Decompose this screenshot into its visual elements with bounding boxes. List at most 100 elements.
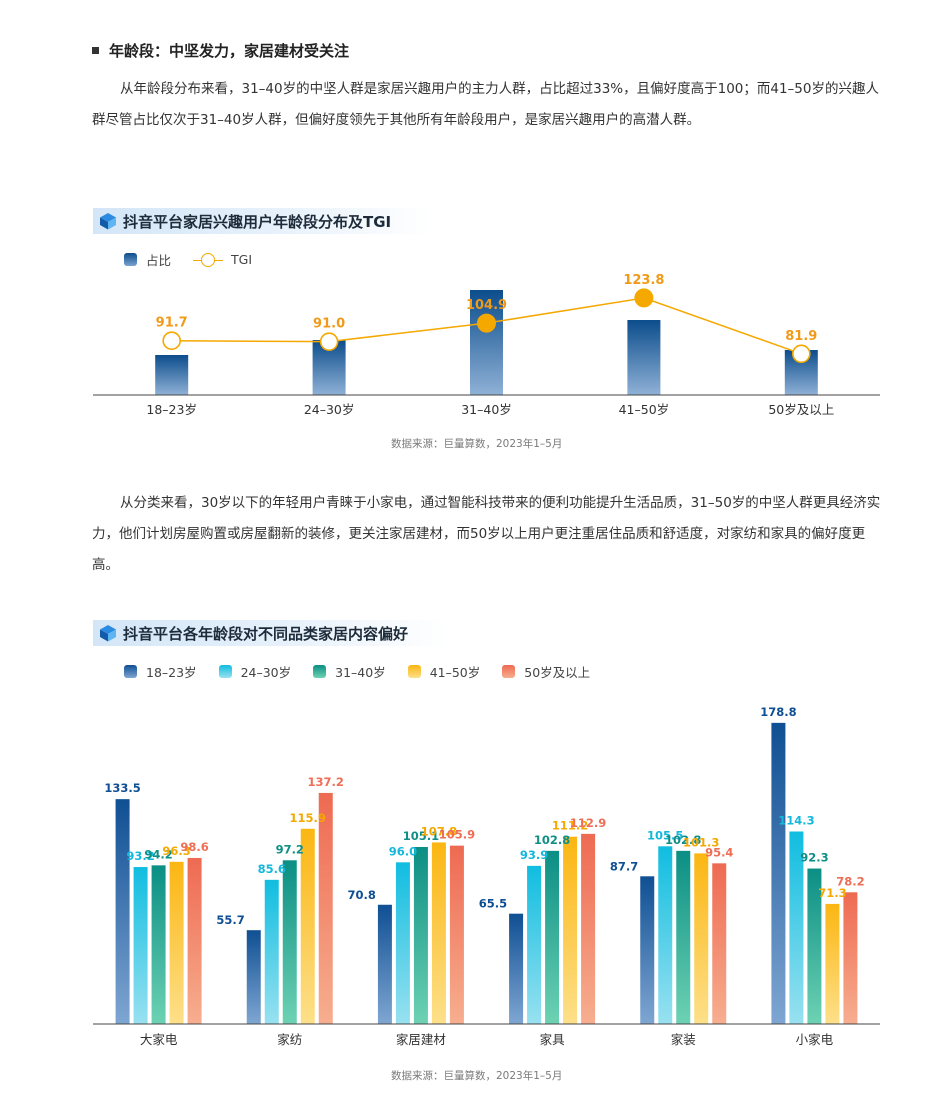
share-bar xyxy=(470,290,503,395)
chart1-legend: 占比 TGI xyxy=(124,250,274,269)
bar-value-label: 114.3 xyxy=(778,813,814,827)
legend-item-share: 占比 xyxy=(124,250,171,269)
bar-value-label: 102.8 xyxy=(665,833,701,847)
bar-value-label: 115.9 xyxy=(290,811,326,825)
tgi-point xyxy=(477,313,496,333)
category-bar xyxy=(509,913,524,1024)
legend-label: 41–50岁 xyxy=(429,665,481,680)
bar-value-label: 93.9 xyxy=(520,848,548,862)
category-bar xyxy=(318,792,333,1024)
legend-label: 18–23岁 xyxy=(146,665,197,680)
tgi-value-label: 91.0 xyxy=(313,317,345,332)
tgi-value-label: 123.8 xyxy=(623,273,664,288)
share-bar xyxy=(155,355,189,395)
bar-value-label: 95.4 xyxy=(705,845,733,859)
bar-value-label: 71.3 xyxy=(818,886,846,900)
bar-value-label: 97.2 xyxy=(276,842,304,856)
category-bar xyxy=(658,846,673,1024)
legend-item: 50岁及以上 xyxy=(502,662,590,681)
category-label: 41–50岁 xyxy=(619,402,670,415)
tgi-point xyxy=(162,331,181,351)
bar-value-label: 112.9 xyxy=(570,816,606,830)
category-label: 家纺 xyxy=(277,1032,302,1047)
section-heading-text: 年龄段：中坚发力，家居建材受关注 xyxy=(109,42,350,60)
tgi-value-label: 81.9 xyxy=(785,329,817,344)
category-bar xyxy=(771,722,786,1024)
legend-label: 占比 xyxy=(146,253,172,268)
category-bar xyxy=(449,845,464,1024)
bar-value-label: 96.0 xyxy=(389,844,417,858)
square-bullet-icon xyxy=(92,47,99,54)
category-bar xyxy=(377,904,392,1024)
legend-label: TGI xyxy=(231,252,253,267)
bar-value-label: 101.3 xyxy=(683,835,719,849)
category-label: 50岁及以上 xyxy=(768,402,834,415)
legend-item-tgi: TGI xyxy=(193,252,252,268)
category-label: 24–30岁 xyxy=(304,402,355,415)
legend-swatch xyxy=(218,665,232,678)
category-label: 大家电 xyxy=(140,1032,178,1047)
legend-swatch xyxy=(502,665,516,678)
bar-value-label: 105.5 xyxy=(647,828,683,842)
bar-value-label: 55.7 xyxy=(216,913,244,927)
bar-value-label: 78.2 xyxy=(836,874,864,888)
category-bar xyxy=(581,833,596,1024)
tgi-value-label: 91.7 xyxy=(156,316,188,331)
bar-value-label: 137.2 xyxy=(308,775,344,789)
category-bar xyxy=(431,842,446,1024)
section-heading: 年龄段：中坚发力，家居建材受关注 xyxy=(92,40,349,61)
bar-value-label: 65.5 xyxy=(479,897,507,911)
bar-value-label: 87.7 xyxy=(610,859,638,873)
category-label: 小家电 xyxy=(796,1032,834,1047)
category-bar xyxy=(115,799,130,1024)
legend-line-marker xyxy=(193,252,224,268)
legend-item: 31–40岁 xyxy=(313,662,386,681)
legend-swatch xyxy=(407,665,421,678)
cube-icon xyxy=(100,625,116,642)
tgi-point xyxy=(634,288,654,308)
category-bar xyxy=(527,865,542,1024)
category-label: 家装 xyxy=(671,1032,696,1047)
category-bar xyxy=(843,892,858,1024)
category-bar xyxy=(300,828,315,1024)
bar-value-label: 98.6 xyxy=(180,840,208,854)
category-bar xyxy=(807,868,822,1024)
chart1-title: 抖音平台家居兴趣用户年龄段分布及TGI xyxy=(123,212,392,231)
cube-icon xyxy=(100,213,116,230)
category-bar xyxy=(264,879,279,1024)
legend-item: 18–23岁 xyxy=(124,662,197,681)
bar-value-label: 178.8 xyxy=(760,705,796,719)
legend-swatch xyxy=(124,665,137,678)
intro-paragraph: 从年龄段分布来看，31–40岁的中坚人群是家居兴趣用户的主力人群，占比超过33%… xyxy=(92,81,879,128)
bar-value-label: 105.1 xyxy=(403,829,439,843)
chart2-legend: 18–23岁 24–30岁 31–40岁 41–50岁 50岁及以上 xyxy=(124,662,612,681)
category-bar xyxy=(640,876,655,1024)
bar-value-label: 70.8 xyxy=(348,888,376,902)
chart2-title-bar: 抖音平台各年龄段对不同品类家居内容偏好 xyxy=(93,620,449,646)
category-label: 31–40岁 xyxy=(461,402,512,415)
bar-value-label: 133.5 xyxy=(104,781,140,795)
legend-label: 24–30岁 xyxy=(240,665,292,680)
category-bar xyxy=(563,836,578,1024)
category-bar xyxy=(169,861,184,1024)
tgi-point xyxy=(319,332,339,351)
category-bar xyxy=(789,831,804,1024)
chart1-plot: 91.7 91.0 104.9 123.8 81.9 18–23岁 24–30岁 31–40… xyxy=(93,273,880,415)
chart2-source: 数据来源：巨量算数，2023年1–5月 xyxy=(391,1070,563,1082)
category-bar xyxy=(676,850,691,1024)
chart2-plot: 133.5 93.294.296.398.6 55.7 85.6 97.2 115.9 13… xyxy=(93,705,880,1047)
category-paragraph: 从分类来看，30岁以下的年轻用户青睐于小家电，通过智能科技带来的便利功能提升生活… xyxy=(92,495,881,573)
category-label: 家居建材 xyxy=(396,1032,446,1047)
category-bar xyxy=(133,867,148,1024)
chart2-title: 抖音平台各年龄段对不同品类家居内容偏好 xyxy=(123,624,409,643)
category-bar xyxy=(187,857,202,1024)
tgi-value-label: 104.9 xyxy=(466,298,507,313)
bar-value-label: 111.2 xyxy=(552,819,588,833)
legend-label: 50岁及以上 xyxy=(524,665,591,680)
bar-value-label: 102.8 xyxy=(534,833,570,847)
chart1-source: 数据来源：巨量算数，2023年1–5月 xyxy=(391,438,563,450)
category-bar xyxy=(545,850,560,1024)
bar-value-label: 93.2 xyxy=(126,849,154,863)
category-label: 家具 xyxy=(540,1032,566,1047)
category-label: 18–23岁 xyxy=(146,402,197,415)
